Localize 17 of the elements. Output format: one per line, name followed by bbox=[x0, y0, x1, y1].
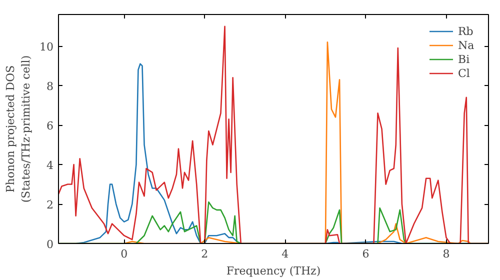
y-axis-title: Phonon projected DOS (States/THz·primitive cell) bbox=[4, 55, 33, 203]
x-tick-label: 8 bbox=[442, 248, 450, 260]
x-tick-label: 6 bbox=[362, 248, 370, 260]
y-tick-label: 10 bbox=[40, 40, 54, 54]
x-axis-title: Frequency (THz) bbox=[226, 264, 321, 278]
x-tick-label: 2 bbox=[201, 248, 208, 260]
y-tick-label: 4 bbox=[46, 159, 54, 172]
legend-label: Rb bbox=[458, 24, 474, 38]
legend-label: Bi bbox=[458, 52, 471, 66]
y-tick-label: 0 bbox=[46, 238, 54, 251]
legend-label: Na bbox=[458, 38, 476, 52]
y-tick-label: 2 bbox=[46, 198, 54, 212]
x-tick-label: 4 bbox=[282, 248, 289, 260]
y-tick-label: 8 bbox=[46, 80, 54, 94]
y-tick-label: 6 bbox=[46, 120, 54, 133]
x-tick-label: 0 bbox=[120, 248, 128, 260]
legend-label: Cl bbox=[458, 66, 471, 80]
